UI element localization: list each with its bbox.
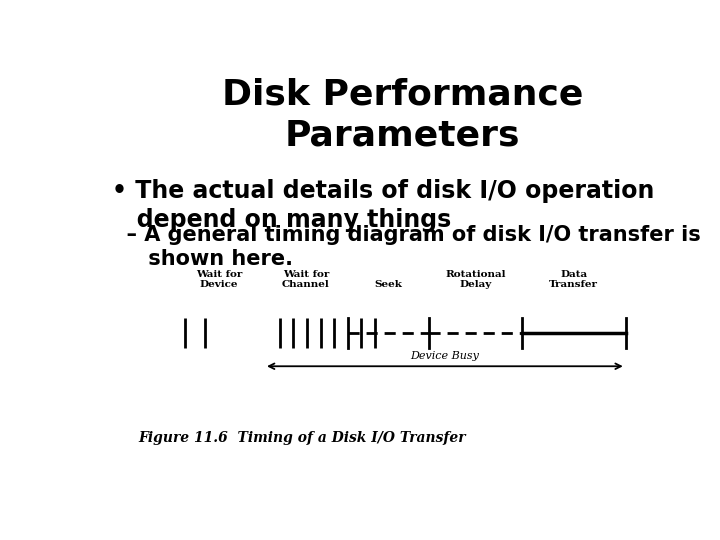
Text: Figure 11.6  Timing of a Disk I/O Transfer: Figure 11.6 Timing of a Disk I/O Transfe… [138,431,466,446]
Text: Wait for
Channel: Wait for Channel [282,270,330,289]
Text: Device Busy: Device Busy [410,351,480,361]
Text: • The actual details of disk I/O operation
   depend on many things: • The actual details of disk I/O operati… [112,179,654,232]
Text: Seek: Seek [374,280,402,289]
Text: Disk Performance
Parameters: Disk Performance Parameters [222,77,583,152]
Text: Wait for
Device: Wait for Device [196,270,242,289]
Text: – A general timing diagram of disk I/O transfer is
     shown here.: – A general timing diagram of disk I/O t… [112,225,701,269]
Text: Data
Transfer: Data Transfer [549,270,598,289]
Text: Rotational
Delay: Rotational Delay [445,270,505,289]
